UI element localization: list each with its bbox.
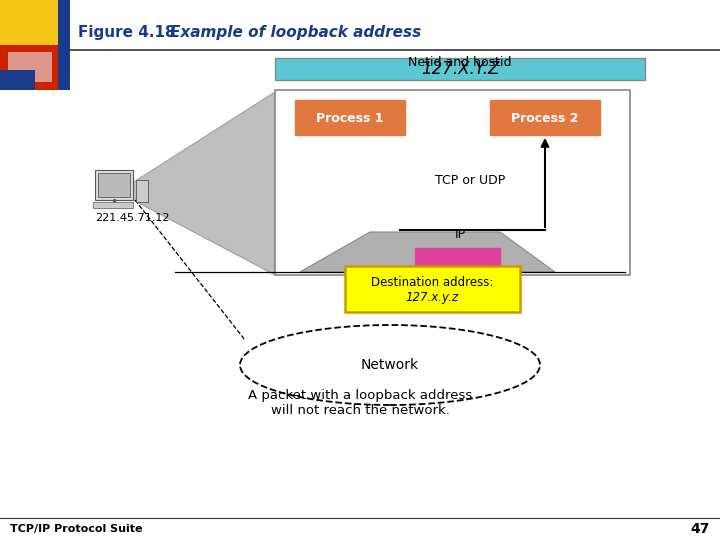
Bar <box>93 202 133 208</box>
Text: Example of loopback address: Example of loopback address <box>170 25 421 40</box>
Text: TCP or UDP: TCP or UDP <box>435 173 505 186</box>
Bar <box>136 180 148 202</box>
Bar <box>275 90 630 275</box>
Bar <box>98 173 130 197</box>
Text: 221.45.71.12: 221.45.71.12 <box>95 213 169 223</box>
Text: Process 2: Process 2 <box>511 111 579 125</box>
Bar <box>490 100 600 135</box>
Polygon shape <box>118 92 275 275</box>
Bar <box>295 100 405 135</box>
Bar <box>345 266 520 312</box>
Bar <box>0 45 58 90</box>
Text: 127.X.Y.Z: 127.X.Y.Z <box>420 60 499 78</box>
Bar <box>8 52 52 82</box>
Text: TCP/IP Protocol Suite: TCP/IP Protocol Suite <box>10 524 143 534</box>
Text: Process 1: Process 1 <box>316 111 384 125</box>
Bar <box>95 170 133 200</box>
Text: will not reach the network.: will not reach the network. <box>271 403 449 416</box>
Bar <box>58 0 70 90</box>
Text: A packet with a loopback address: A packet with a loopback address <box>248 388 472 402</box>
Text: Figure 4.18: Figure 4.18 <box>78 25 176 40</box>
Bar <box>415 248 500 272</box>
Ellipse shape <box>240 325 540 405</box>
Text: Destination address:: Destination address: <box>371 275 493 288</box>
Text: 127.x.y.z: 127.x.y.z <box>405 292 459 305</box>
Bar <box>275 58 645 80</box>
Polygon shape <box>300 232 555 272</box>
Text: 47: 47 <box>690 522 710 536</box>
Text: IP: IP <box>454 228 466 241</box>
Bar <box>0 70 35 90</box>
Bar <box>0 0 58 45</box>
Text: Network: Network <box>361 358 419 372</box>
Text: Netid and hostid: Netid and hostid <box>408 57 512 70</box>
